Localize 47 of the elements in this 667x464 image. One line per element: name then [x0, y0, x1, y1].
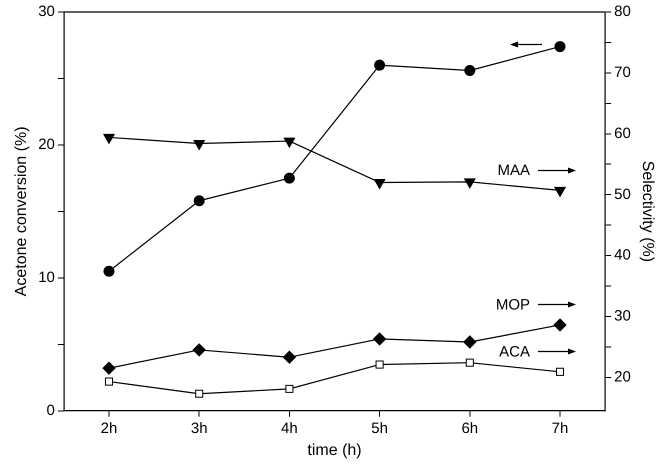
- point: [104, 378, 114, 386]
- y-tick-label: 30: [38, 3, 55, 20]
- point: [284, 172, 295, 184]
- y2-tick-label: 60: [614, 124, 631, 142]
- x-axis-title: time (h): [307, 442, 362, 459]
- x-tick-label: 2h: [100, 420, 118, 437]
- point: [554, 318, 567, 332]
- point: [373, 332, 386, 346]
- point: [464, 178, 476, 188]
- y2-tick-label: 80: [614, 3, 631, 20]
- point: [556, 368, 564, 376]
- point: [285, 384, 294, 393]
- point: [194, 195, 205, 206]
- x-tick-label: 7h: [552, 420, 568, 437]
- y-tick-label: 20: [38, 136, 55, 154]
- point: [374, 178, 386, 189]
- point: [466, 358, 474, 367]
- y2-tick-label: 70: [614, 64, 631, 82]
- point: [282, 350, 296, 364]
- y-tick-label: 0: [46, 402, 55, 419]
- legend-label: ACA: [499, 343, 530, 360]
- y2-tick-label: 20: [614, 368, 631, 386]
- point: [554, 186, 566, 197]
- x-tick-label: 5h: [371, 420, 388, 437]
- point: [103, 134, 115, 144]
- x-tick-label: 3h: [190, 420, 208, 437]
- y-tick-label: 10: [38, 269, 55, 286]
- point: [374, 60, 386, 71]
- point: [554, 41, 566, 52]
- point: [195, 390, 204, 398]
- y2-axis-title: Selectivity (%): [638, 160, 656, 262]
- point: [464, 64, 476, 76]
- x-tick-label: 6h: [461, 420, 478, 437]
- y-axis-title: Acetone conversion (%): [13, 126, 30, 296]
- point: [463, 336, 476, 348]
- point: [376, 360, 384, 369]
- point: [192, 343, 206, 356]
- point: [193, 140, 205, 150]
- point: [103, 266, 114, 277]
- legend-label: MAA: [497, 162, 530, 180]
- point: [284, 138, 296, 148]
- y2-tick-label: 40: [614, 246, 631, 264]
- y2-tick-label: 30: [614, 308, 631, 325]
- legend-label: MOP: [496, 296, 530, 314]
- point: [102, 362, 116, 375]
- x-tick-label: 4h: [281, 420, 298, 437]
- y2-tick-label: 50: [614, 186, 631, 203]
